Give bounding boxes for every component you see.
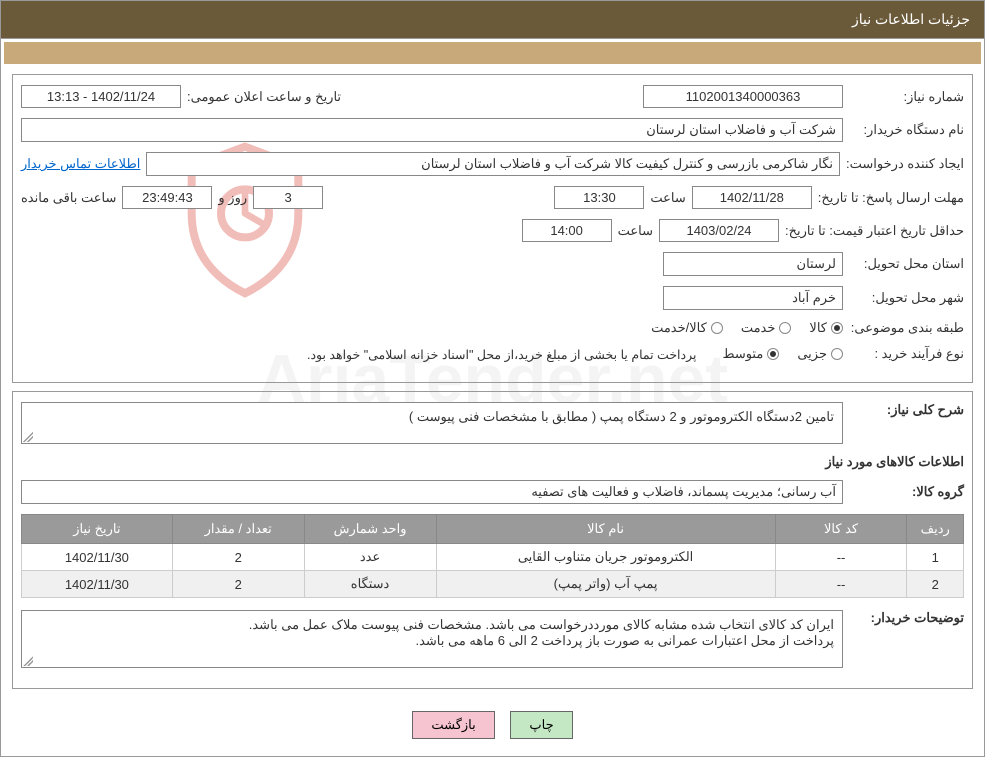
announce-datetime-label: تاریخ و ساعت اعلان عمومی: bbox=[187, 89, 341, 105]
requester-label: ایجاد کننده درخواست: bbox=[846, 156, 964, 172]
delivery-province-value: لرستان bbox=[663, 252, 843, 276]
col-date: تاریخ نیاز bbox=[22, 515, 173, 544]
table-cell: -- bbox=[775, 571, 907, 598]
reply-deadline-label: مهلت ارسال پاسخ: تا تاریخ: bbox=[818, 190, 964, 206]
goods-group-label: گروه کالا: bbox=[849, 484, 964, 500]
purchase-type-label: نوع فرآیند خرید : bbox=[849, 346, 964, 362]
resize-handle-icon[interactable] bbox=[23, 656, 33, 666]
buyer-label: نام دستگاه خریدار: bbox=[849, 122, 964, 138]
content-frame: شماره نیاز: 1102001340000363 تاریخ و ساع… bbox=[0, 38, 985, 757]
col-qty: تعداد / مقدار bbox=[172, 515, 304, 544]
radio-dot-service bbox=[779, 322, 791, 334]
col-name: نام کالا bbox=[436, 515, 775, 544]
table-cell: الکتروموتور جریان متناوب القایی bbox=[436, 544, 775, 571]
table-cell: پمپ آب (واتر پمپ) bbox=[436, 571, 775, 598]
goods-table: ردیف کد کالا نام کالا واحد شمارش تعداد /… bbox=[21, 514, 964, 598]
time-label-2: ساعت bbox=[618, 223, 653, 239]
col-unit: واحد شمارش bbox=[304, 515, 436, 544]
delivery-city-value: خرم آباد bbox=[663, 286, 843, 310]
radio-goods-service[interactable]: کالا/خدمت bbox=[651, 320, 723, 336]
form-section: شماره نیاز: 1102001340000363 تاریخ و ساع… bbox=[12, 74, 973, 383]
radio-goods[interactable]: کالا bbox=[809, 320, 843, 336]
back-button[interactable]: بازگشت bbox=[412, 711, 494, 739]
tan-bar bbox=[4, 42, 981, 64]
delivery-province-label: استان محل تحویل: bbox=[849, 256, 964, 272]
radio-minor[interactable]: جزیی bbox=[797, 346, 843, 362]
table-row: 1--الکتروموتور جریان متناوب القاییعدد214… bbox=[22, 544, 964, 571]
purchase-note: پرداخت تمام یا بخشی از مبلغ خرید،از محل … bbox=[307, 347, 697, 362]
table-cell: 2 bbox=[907, 571, 964, 598]
price-validity-date: 1403/02/24 bbox=[659, 219, 779, 242]
need-summary-label: شرح کلی نیاز: bbox=[849, 402, 964, 418]
category-radio-group: کالا خدمت کالا/خدمت bbox=[651, 320, 843, 336]
table-cell: دستگاه bbox=[304, 571, 436, 598]
announce-datetime-value: 1402/11/24 - 13:13 bbox=[21, 85, 181, 108]
day-label: روز و bbox=[218, 190, 247, 206]
page-title: جزئیات اطلاعات نیاز bbox=[852, 11, 970, 27]
category-label: طبقه بندی موضوعی: bbox=[849, 320, 964, 336]
remaining-suffix: ساعت باقی مانده bbox=[21, 190, 116, 206]
radio-dot-goods bbox=[831, 322, 843, 334]
radio-service-label: خدمت bbox=[741, 320, 776, 336]
reply-deadline-time: 13:30 bbox=[554, 186, 644, 209]
buyer-contact-link[interactable]: اطلاعات تماس خریدار bbox=[21, 156, 140, 172]
reply-deadline-date: 1402/11/28 bbox=[692, 186, 812, 209]
need-summary-textarea[interactable]: تامین 2دستگاه الکتروموتور و 2 دستگاه پمپ… bbox=[21, 402, 843, 444]
goods-group-value: آب رسانی؛ مدیریت پسماند، فاضلاب و فعالیت… bbox=[21, 480, 843, 504]
page-header: جزئیات اطلاعات نیاز bbox=[0, 0, 985, 38]
need-summary-text: تامین 2دستگاه الکتروموتور و 2 دستگاه پمپ… bbox=[409, 409, 834, 424]
table-cell: -- bbox=[775, 544, 907, 571]
buyer-notes-label: توضیحات خریدار: bbox=[849, 610, 964, 626]
print-button[interactable]: چاپ bbox=[510, 711, 572, 739]
delivery-city-label: شهر محل تحویل: bbox=[849, 290, 964, 306]
buyer-notes-line2: پرداخت از محل اعتبارات عمرانی به صورت با… bbox=[30, 633, 834, 649]
price-validity-label: حداقل تاریخ اعتبار قیمت: تا تاریخ: bbox=[785, 223, 964, 239]
table-cell: عدد bbox=[304, 544, 436, 571]
radio-medium[interactable]: متوسط bbox=[722, 346, 779, 362]
radio-dot-medium bbox=[767, 348, 779, 360]
purchase-radio-group: جزیی متوسط bbox=[722, 346, 843, 362]
button-row: چاپ بازگشت bbox=[4, 697, 981, 753]
radio-goods-label: کالا bbox=[809, 320, 827, 336]
table-row: 2--پمپ آب (واتر پمپ)دستگاه21402/11/30 bbox=[22, 571, 964, 598]
goods-info-title: اطلاعات کالاهای مورد نیاز bbox=[21, 454, 964, 470]
table-header-row: ردیف کد کالا نام کالا واحد شمارش تعداد /… bbox=[22, 515, 964, 544]
buyer-notes-line1: ایران کد کالای انتخاب شده مشابه کالای مو… bbox=[30, 617, 834, 633]
remaining-days: 3 bbox=[253, 186, 323, 209]
buyer-name-value: شرکت آب و فاضلاب استان لرستان bbox=[21, 118, 843, 142]
need-section: شرح کلی نیاز: تامین 2دستگاه الکتروموتور … bbox=[12, 391, 973, 689]
table-cell: 1 bbox=[907, 544, 964, 571]
need-number-value: 1102001340000363 bbox=[643, 85, 843, 108]
radio-minor-label: جزیی bbox=[797, 346, 827, 362]
need-number-label: شماره نیاز: bbox=[849, 89, 964, 105]
time-label-1: ساعت bbox=[650, 190, 685, 206]
col-code: کد کالا bbox=[775, 515, 907, 544]
table-cell: 1402/11/30 bbox=[22, 544, 173, 571]
remaining-time: 23:49:43 bbox=[122, 186, 212, 209]
buyer-notes-textarea[interactable]: ایران کد کالای انتخاب شده مشابه کالای مو… bbox=[21, 610, 843, 668]
radio-dot-minor bbox=[831, 348, 843, 360]
table-cell: 2 bbox=[172, 544, 304, 571]
requester-value: نگار شاکرمی بازرسی و کنترل کیفیت کالا شر… bbox=[146, 152, 840, 176]
table-cell: 2 bbox=[172, 571, 304, 598]
table-cell: 1402/11/30 bbox=[22, 571, 173, 598]
radio-medium-label: متوسط bbox=[722, 346, 763, 362]
radio-goods-service-label: کالا/خدمت bbox=[651, 320, 707, 336]
col-row: ردیف bbox=[907, 515, 964, 544]
radio-dot-goods-service bbox=[711, 322, 723, 334]
price-validity-time: 14:00 bbox=[522, 219, 612, 242]
radio-service[interactable]: خدمت bbox=[741, 320, 792, 336]
resize-handle-icon[interactable] bbox=[23, 432, 33, 442]
